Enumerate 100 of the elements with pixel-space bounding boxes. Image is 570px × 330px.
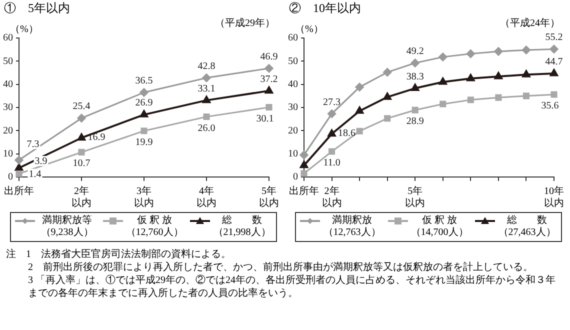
y-tick-label: 40 — [3, 78, 13, 90]
x-tick-label: 3年以内 — [133, 186, 155, 210]
data-label: 49.2 — [406, 46, 424, 58]
point — [355, 82, 364, 92]
y-tick-label: 50 — [3, 56, 13, 67]
data-label: 1.4 — [28, 168, 42, 180]
point — [466, 49, 475, 58]
point — [384, 115, 391, 122]
point — [438, 52, 448, 62]
x-tick-label: 出所年 — [4, 186, 34, 198]
point — [264, 64, 274, 73]
legend-label: 満期釈放等（9,238人） — [40, 215, 94, 239]
legend-label: 満期釈放（12,763人） — [322, 215, 382, 239]
data-label: 7.3 — [26, 139, 40, 150]
legend-label: 仮 釈 放（12,760人） — [124, 215, 184, 239]
y-tick-label: 10 — [288, 148, 298, 160]
point — [550, 91, 558, 98]
y-tick-label: 40 — [288, 78, 298, 90]
point — [202, 96, 211, 104]
chart-title: ① 5年以内 — [3, 0, 71, 16]
data-label: 36.5 — [135, 75, 153, 86]
point — [410, 58, 420, 68]
data-label: 37.2 — [260, 74, 278, 85]
point — [412, 106, 418, 114]
point — [522, 46, 531, 54]
point — [327, 109, 336, 118]
point — [383, 68, 392, 77]
point — [300, 150, 308, 160]
point — [494, 72, 502, 80]
y-tick-label: 10 — [3, 148, 13, 160]
data-label: 42.8 — [198, 60, 216, 72]
data-label: 26.0 — [198, 122, 216, 134]
x-tick-label: 4年以内 — [196, 186, 218, 210]
y-tick-label: 0 — [293, 172, 298, 183]
point — [203, 113, 210, 120]
point — [522, 70, 530, 78]
data-label: 16.9 — [88, 132, 106, 143]
point — [550, 44, 558, 54]
data-label: 19.9 — [135, 136, 153, 148]
legend-label: 総 数（21,998人） — [212, 215, 272, 239]
data-label: 55.2 — [545, 32, 563, 44]
point — [328, 148, 336, 155]
point — [77, 133, 86, 141]
x-tick-label: 5年以内 — [404, 186, 426, 210]
data-label: 46.9 — [260, 51, 278, 62]
point — [140, 110, 148, 118]
data-label: 30.1 — [256, 113, 274, 124]
point — [494, 47, 503, 56]
text: 2 前刑出所後の犯罪により再入所した者で、かつ、前刑出所事由が満期釈放等又は仮釈放の者を計上している。 — [27, 261, 534, 274]
point — [300, 170, 308, 177]
data-label: 3.9 — [34, 156, 48, 167]
point — [356, 128, 363, 134]
chart-title: ② 10年以内 — [288, 0, 362, 16]
y-tick-label: 50 — [288, 56, 298, 67]
chart-subtitle: （平成24年） — [500, 16, 560, 29]
legend-label: 総 数（27,463人） — [497, 215, 557, 239]
point — [356, 106, 364, 114]
point — [495, 94, 502, 101]
y-axis-title: （%） — [10, 23, 38, 35]
data-label: 44.7 — [545, 56, 563, 68]
data-label: 26.9 — [135, 98, 153, 109]
point — [438, 78, 447, 85]
point — [14, 156, 24, 164]
y-tick-label: 20 — [3, 125, 13, 136]
point — [328, 129, 336, 137]
point — [383, 92, 392, 100]
point — [440, 100, 446, 108]
y-tick-label: 20 — [288, 125, 298, 136]
y-tick-label: 30 — [3, 102, 13, 114]
text: 3 「再入率」は、①では平成29年の、②では24年の、各出所受刑者の人員に占める、それぞれ当該出所年から令和３年までの各年の年末までに再入所した者の人員の比率をいう。 — [27, 274, 556, 300]
data-label: 33.1 — [198, 83, 216, 94]
y-tick-label: 60 — [288, 32, 298, 44]
text: 注 1 法務省大臣官房司法法制部の資料による。 — [6, 248, 232, 261]
point — [16, 170, 22, 177]
data-label: 35.6 — [541, 100, 559, 112]
point — [522, 92, 530, 100]
x-tick-label: 2年以内 — [320, 186, 343, 210]
point — [467, 96, 474, 104]
data-label: 11.0 — [323, 158, 340, 169]
point — [266, 104, 272, 111]
point — [411, 84, 420, 92]
y-axis-title: （%） — [295, 23, 324, 35]
data-label: 25.4 — [72, 101, 90, 112]
point — [77, 114, 86, 122]
data-label: 38.3 — [406, 71, 424, 82]
point — [78, 148, 85, 156]
point — [14, 163, 24, 171]
point — [550, 68, 558, 76]
data-label: 27.3 — [323, 96, 341, 108]
data-label: 10.7 — [72, 158, 90, 170]
data-label: 28.9 — [406, 116, 424, 128]
point — [140, 128, 148, 134]
chart-subtitle: （平成29年） — [215, 16, 275, 29]
data-label: 18.6 — [338, 128, 356, 139]
point — [264, 86, 274, 94]
point — [202, 74, 211, 82]
point — [466, 74, 475, 82]
y-tick-label: 60 — [3, 32, 13, 44]
legend-label: 仮 釈 放（14,700人） — [410, 215, 470, 239]
x-tick-label: 10年以内 — [543, 186, 565, 210]
